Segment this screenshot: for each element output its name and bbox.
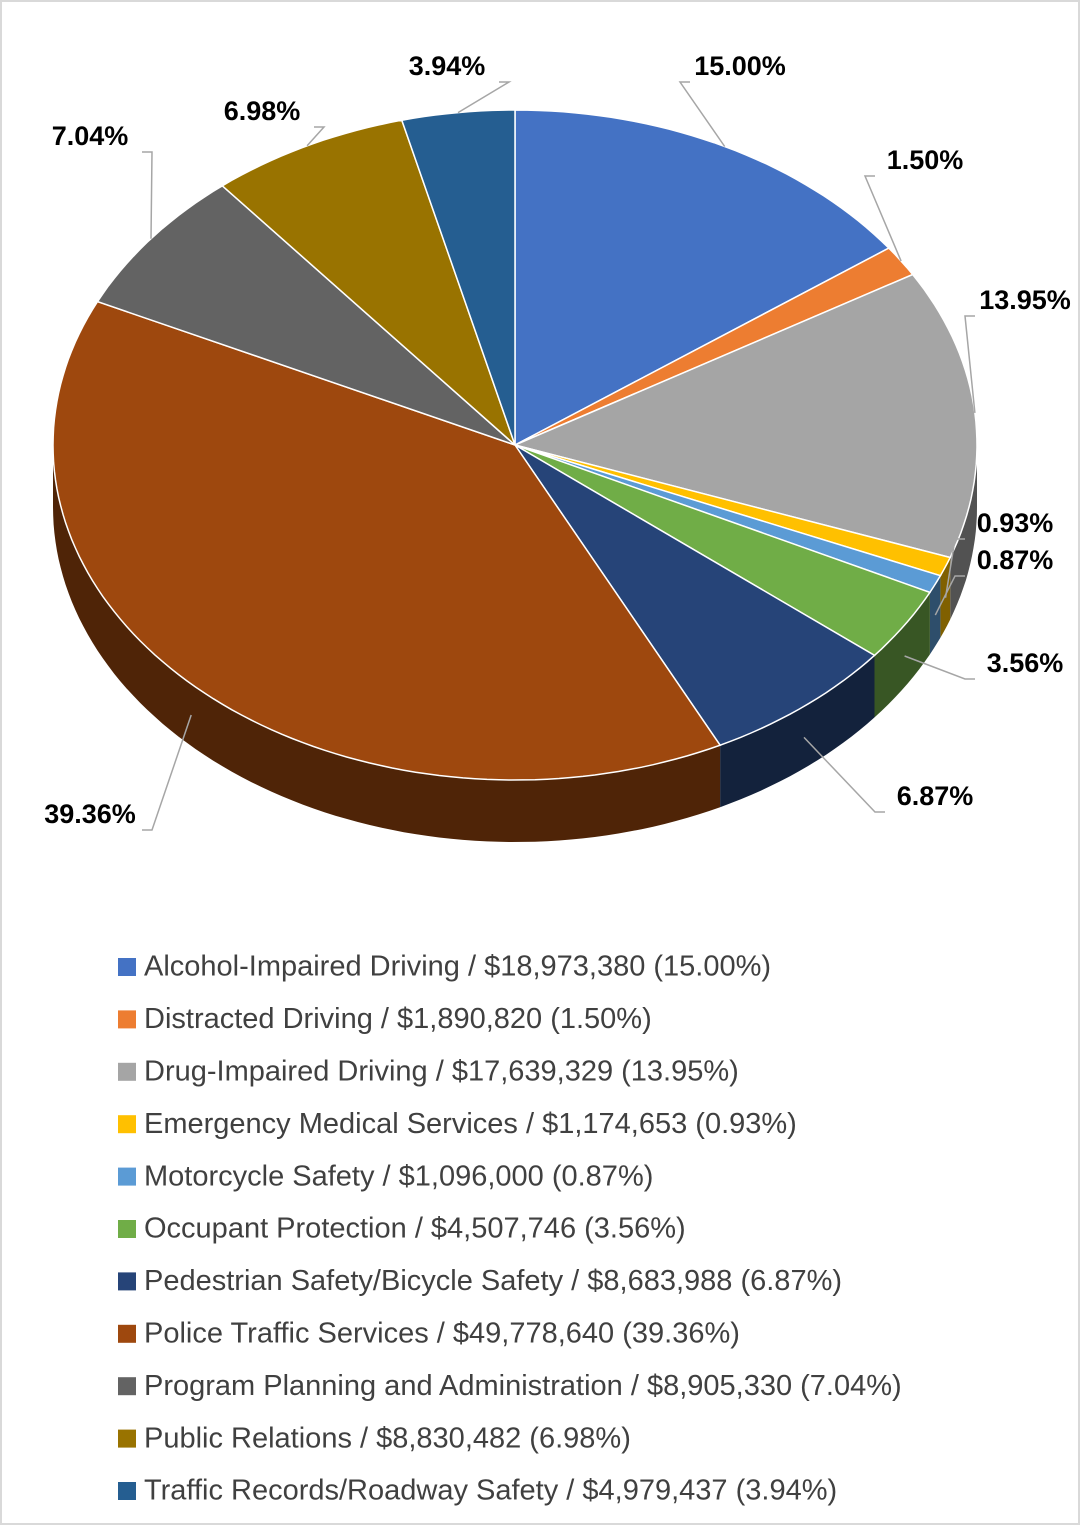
pie-side — [53, 445, 721, 842]
leader-line — [863, 175, 902, 262]
legend-swatch — [118, 1062, 136, 1081]
legend-swatch — [118, 1429, 136, 1448]
leader-line — [964, 315, 976, 413]
leader-line — [944, 538, 965, 598]
leader-line — [457, 81, 512, 114]
leader-line — [142, 714, 192, 831]
data-label: 13.95% — [979, 285, 1071, 315]
pie-side — [929, 575, 941, 655]
legend-swatch — [118, 1115, 136, 1134]
pie-slice — [514, 444, 876, 747]
legend-label: Drug-Impaired Driving / $17,639,329 (13.… — [144, 1055, 739, 1087]
legend-label: Distracted Driving / $1,890,820 (1.50%) — [144, 1003, 652, 1035]
legend-label: Emergency Medical Services / $1,174,653 … — [144, 1108, 797, 1140]
pie-slice — [52, 300, 722, 781]
legend-label: Motorcycle Safety / $1,096,000 (0.87%) — [144, 1160, 653, 1192]
data-label: 39.36% — [44, 799, 136, 829]
data-label: 6.98% — [224, 96, 301, 126]
legend-label: Pedestrian Safety/Bicycle Safety / $8,68… — [144, 1265, 842, 1297]
data-label: 15.00% — [694, 51, 786, 81]
legend-label: Program Planning and Administration / $8… — [144, 1370, 902, 1402]
data-labels: 15.00% 1.50% 13.95% 0.93% 0.87% 3.56% 6.87% 39.… — [44, 51, 1071, 831]
legend-swatch — [118, 1377, 136, 1396]
legend-label: Occupant Protection / $4,507,746 (3.56%) — [144, 1213, 686, 1245]
leader-line — [934, 575, 965, 616]
legend-label: Alcohol-Impaired Driving / $18,973,380 (… — [144, 951, 771, 983]
pie-slice — [221, 119, 517, 448]
data-label: 6.87% — [897, 781, 974, 811]
legend-swatch — [118, 1220, 136, 1238]
legend-swatch — [118, 1272, 136, 1291]
pie-side — [874, 592, 930, 718]
pie-side — [720, 655, 875, 808]
legend-label: Traffic Records/Roadway Safety / $4,979,… — [144, 1475, 837, 1507]
legend-swatch — [118, 958, 136, 976]
pie-slice — [514, 444, 932, 657]
legend-label: Police Traffic Services / $49,778,640 (3… — [144, 1317, 740, 1349]
data-label: 3.56% — [987, 648, 1064, 678]
legend-swatch — [118, 1167, 136, 1186]
legend-swatch — [118, 1482, 136, 1500]
leader-line — [306, 126, 326, 147]
legend-label: Public Relations / $8,830,482 (6.98%) — [144, 1422, 631, 1454]
data-label: 0.93% — [977, 508, 1054, 538]
data-label: 1.50% — [887, 145, 964, 175]
legend-swatch — [118, 1324, 136, 1343]
data-label: 3.94% — [409, 51, 486, 81]
legend-swatch — [118, 1010, 136, 1029]
pie-tops — [52, 109, 978, 781]
leader-line — [678, 81, 726, 147]
legend: Alcohol-Impaired Driving / $18,973,380 (… — [118, 951, 902, 1507]
leader-line — [142, 151, 153, 239]
leader-line — [904, 655, 975, 680]
leader-line — [803, 736, 885, 813]
data-label: 7.04% — [52, 121, 129, 151]
data-label: 0.87% — [977, 545, 1054, 575]
